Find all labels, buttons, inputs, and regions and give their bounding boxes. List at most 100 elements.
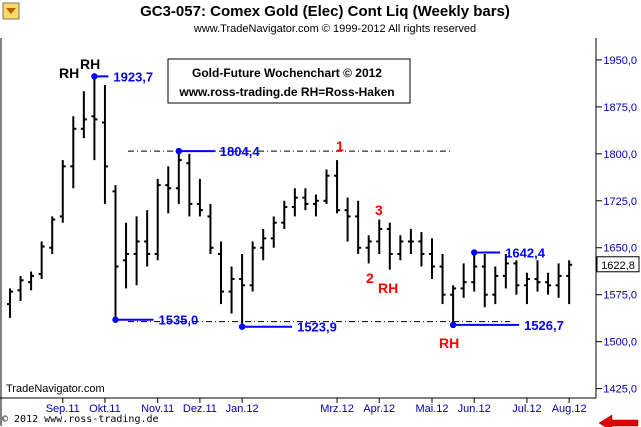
y-tick-label: 1650,0: [603, 243, 637, 255]
ohlc-bar: [196, 178, 203, 217]
x-tick-label: Jul.12: [512, 403, 541, 415]
annotation-rh-1: RH: [59, 65, 79, 81]
y-tick-label: 1875,0: [603, 102, 637, 114]
x-tick-label: Dez.11: [183, 403, 217, 415]
level-dot: [471, 249, 478, 256]
y-tick-label: 1725,0: [603, 196, 637, 208]
price-level-marker: 1535,0: [112, 313, 198, 328]
chart-subtitle: www.TradeNavigator.com © 1999-2012 All r…: [193, 23, 476, 35]
ohlc-bar: [133, 216, 140, 286]
x-tick-label: Mrz.12: [320, 403, 354, 415]
ohlc-bar: [334, 160, 341, 214]
annotation-rh-3: RH: [378, 280, 398, 296]
info-box-line-1: Gold-Future Wochenchart © 2012: [192, 66, 382, 80]
ohlc-bar: [355, 200, 362, 254]
ohlc-bar: [80, 91, 87, 139]
y-tick-label: 1425,0: [603, 384, 637, 396]
ohlc-bar: [450, 285, 457, 325]
ohlc-bar: [28, 271, 35, 291]
gc-weekly-icon: [2, 2, 20, 20]
ohlc-bar: [70, 116, 77, 189]
info-box-line-2: www.ross-trading.de RH=Ross-Haken: [178, 85, 394, 99]
info-box: Gold-Future Wochenchart © 2012 www.ross-…: [167, 58, 411, 104]
x-tick-label: Sep.11: [46, 403, 80, 415]
ohlc-bar: [492, 266, 499, 305]
ohlc-bar: [260, 228, 267, 261]
ohlc-bar: [123, 222, 130, 289]
ohlc-bar: [534, 260, 541, 292]
ohlc-bar: [523, 272, 530, 305]
ohlc-bar: [59, 160, 66, 223]
ohlc-bar: [91, 76, 98, 161]
level-label: 1523,9: [297, 320, 337, 335]
ohlc-bar: [429, 238, 435, 280]
level-dot: [449, 321, 457, 329]
price-level-marker: 1526,7: [449, 318, 564, 333]
price-level-marker: 1642,4: [471, 245, 546, 260]
price-level-markers: 1923,7 1804,4 1535,0 1523,9 1526,7 1642,4: [91, 69, 564, 335]
ohlc-bar: [38, 241, 45, 280]
y-axis-ticks: 1950,0 1875,0 1800,0 1725,0 1650,0 1575,0 1500…: [596, 55, 637, 396]
ohlc-bar: [323, 169, 330, 204]
ohlc-bar: [165, 166, 172, 214]
y-tick-label: 1800,0: [603, 149, 637, 161]
level-label: 1804,4: [220, 144, 261, 159]
annotation-point-1: 1: [336, 138, 344, 154]
x-tick-label: Mai.12: [415, 403, 448, 415]
ohlc-bar: [460, 263, 467, 298]
ohlc-bar: [365, 235, 372, 264]
ohlc-bar: [270, 216, 277, 248]
x-tick-label: Jan.12: [226, 403, 259, 415]
level-dot: [238, 323, 246, 330]
annotation-point-3: 3: [375, 202, 383, 218]
ohlc-bar: [397, 235, 404, 261]
ohlc-bar: [101, 84, 108, 204]
level-dot: [175, 147, 182, 155]
x-tick-label: Jun.12: [458, 403, 491, 415]
ohlc-bar: [344, 197, 351, 242]
ohlc-bar: [154, 178, 161, 261]
level-label: 1642,4: [505, 245, 546, 260]
price-level-marker: 1523,9: [238, 320, 337, 335]
ohlc-bar: [418, 232, 425, 267]
price-level-marker: 1923,7: [91, 69, 153, 84]
ohlc-bar: [207, 203, 214, 254]
level-label: 1526,7: [524, 318, 564, 333]
ohlc-bar: [481, 254, 488, 308]
level-dot: [91, 73, 98, 80]
ohlc-bar: [239, 254, 246, 327]
ohlc-bar: [7, 288, 13, 318]
ohlc-bars: [7, 76, 573, 327]
ohlc-bar: [407, 228, 414, 254]
y-tick-label: 1575,0: [603, 290, 637, 302]
ohlc-bar: [17, 275, 24, 301]
annotation-rh-4: RH: [439, 335, 459, 351]
ohlc-bar: [439, 254, 446, 305]
ohlc-bar: [471, 252, 478, 292]
y-tick-label: 1500,0: [603, 337, 637, 349]
ohlc-bar: [144, 210, 151, 267]
ohlc-bar: [228, 266, 235, 314]
level-label: 1535,0: [159, 313, 199, 328]
ohlc-bar: [312, 194, 319, 217]
ohlc-bar: [545, 272, 552, 295]
level-label: 1923,7: [113, 69, 153, 84]
x-tick-label: Aug.12: [552, 403, 587, 415]
ohlc-bar: [376, 219, 383, 254]
last-price-box: 1622,8: [596, 256, 640, 273]
ohlc-bar: [566, 260, 573, 305]
y-tick-label: 1950,0: [603, 55, 637, 67]
annotation-point-2: 2: [366, 270, 374, 286]
ohlc-bar: [112, 185, 119, 320]
level-dot: [112, 316, 119, 323]
ohlc-bar: [502, 254, 509, 289]
x-tick-label: Okt.11: [89, 403, 121, 415]
annotation-rh-2: RH: [80, 56, 100, 72]
next-period-arrow-icon[interactable]: [598, 414, 639, 427]
ohlc-bar: [49, 216, 56, 254]
ohlc-bar: [175, 151, 182, 204]
ohlc-bar: [249, 241, 256, 292]
footer-copyright: © 2012 www.ross-trading.de: [2, 414, 159, 425]
ohlc-bar: [386, 222, 393, 270]
